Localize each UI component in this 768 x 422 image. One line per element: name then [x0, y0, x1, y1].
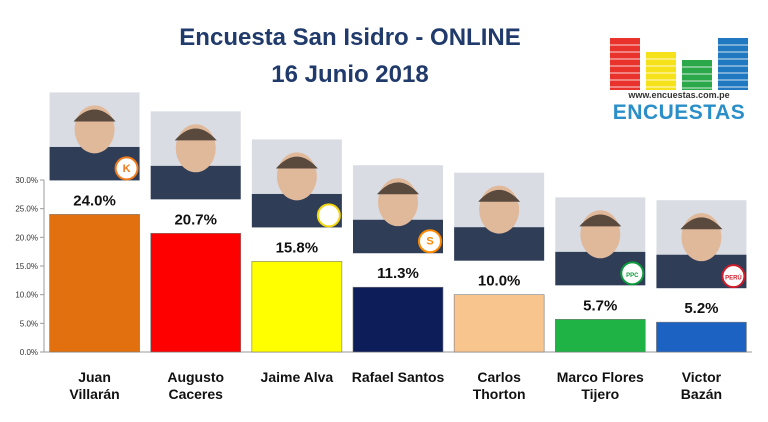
data-label: 15.8%	[276, 239, 319, 256]
category-label: Thorton	[473, 386, 526, 402]
data-label: 20.7%	[174, 211, 217, 228]
data-label: 10.0%	[478, 273, 521, 290]
bar	[251, 261, 343, 353]
y-tick-label: 25.0%	[15, 205, 38, 214]
bar	[49, 214, 140, 353]
y-tick-label: 30.0%	[15, 176, 38, 185]
logo-bar	[610, 38, 640, 90]
party-logo-text: K	[123, 163, 131, 175]
y-tick-label: 0.0%	[20, 348, 38, 357]
logo-bar	[646, 52, 676, 90]
encuestas-logo	[610, 38, 748, 90]
category-label: Juan	[78, 369, 111, 385]
category-label: Marco Flores	[557, 369, 644, 385]
logo-bar	[682, 60, 712, 90]
party-logo	[114, 156, 139, 181]
party-logo	[316, 203, 341, 228]
data-label: 11.3%	[377, 265, 419, 282]
candidate-photo	[454, 172, 545, 261]
party-logo	[418, 229, 442, 254]
y-tick-label: 10.0%	[15, 291, 38, 300]
category-label: Jaime Alva	[261, 369, 334, 385]
bar	[656, 321, 747, 353]
logo-url: www.encuestas.com.pe	[628, 90, 730, 100]
category-label: Villarán	[69, 386, 119, 402]
party-logo	[721, 264, 746, 289]
category-label: Augusto	[167, 369, 224, 385]
logo-bar	[718, 38, 748, 90]
y-tick-label: 15.0%	[15, 262, 38, 271]
party-logo-text: PERÚ	[725, 275, 742, 282]
bar	[352, 286, 444, 353]
logo-name: ENCUESTAS	[612, 101, 746, 124]
party-logo	[620, 261, 645, 286]
category-label: Caceres	[168, 386, 223, 402]
data-label: 5.7%	[583, 297, 617, 314]
chart-title: Encuesta San Isidro - ONLINE	[179, 24, 521, 51]
bar	[554, 319, 646, 353]
party-logo-text: PPC	[626, 273, 639, 279]
bar	[150, 233, 242, 353]
candidate-photo	[150, 111, 241, 200]
candidate-photo	[251, 139, 342, 228]
category-label: Tijero	[581, 386, 619, 402]
candidate-photo	[555, 197, 646, 286]
data-label: 24.0%	[73, 192, 116, 209]
party-logo-text: S	[426, 236, 433, 248]
chart-subtitle: 16 Junio 2018	[271, 61, 429, 88]
category-label: Rafael Santos	[352, 369, 445, 385]
category-label: Bazán	[681, 386, 722, 402]
candidate-photo	[49, 92, 140, 181]
category-label: Victor	[682, 369, 722, 385]
y-tick-label: 5.0%	[20, 319, 38, 328]
data-label: 5.2%	[684, 300, 718, 317]
category-label: Carlos	[477, 369, 521, 385]
bar	[453, 294, 545, 353]
y-tick-label: 20.0%	[15, 233, 38, 242]
